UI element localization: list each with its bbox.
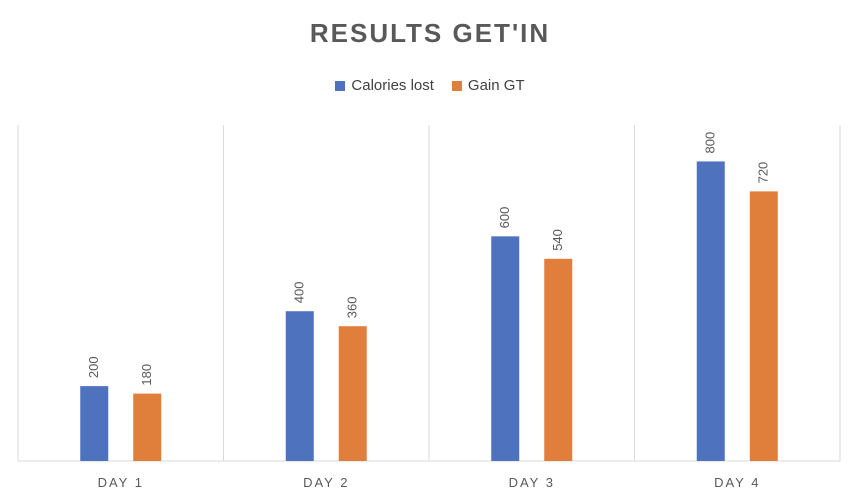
legend-label-calories-lost: Calories lost xyxy=(351,77,434,94)
x-tick-label: DAY 2 xyxy=(303,475,349,490)
bar-gain-gt-day-4 xyxy=(749,191,778,461)
bar-calories-lost-day-4 xyxy=(696,161,725,461)
x-tick-label: DAY 1 xyxy=(98,475,144,490)
bar-gain-gt-day-3 xyxy=(544,258,573,461)
chart-title: RESULTS GET'IN xyxy=(309,18,551,48)
data-label: 800 xyxy=(703,132,718,154)
data-label: 600 xyxy=(497,207,512,229)
bar-calories-lost-day-2 xyxy=(285,311,314,461)
legend-label-gain-gt: Gain GT xyxy=(467,77,525,94)
bar-calories-lost-day-1 xyxy=(80,386,109,461)
legend-swatch-calories-lost xyxy=(335,80,346,91)
legend: Calories lost Gain GT xyxy=(0,77,860,94)
data-label: 180 xyxy=(139,364,154,386)
data-label: 360 xyxy=(345,296,360,318)
data-label: 400 xyxy=(292,282,307,304)
legend-item-gain-gt: Gain GT xyxy=(451,77,525,94)
x-tick-label: DAY 3 xyxy=(509,475,555,490)
x-tick-label: DAY 4 xyxy=(714,475,760,490)
data-label: 200 xyxy=(86,356,101,378)
legend-swatch-gain-gt xyxy=(451,80,462,91)
bar-gain-gt-day-1 xyxy=(133,393,162,461)
legend-item-calories-lost: Calories lost xyxy=(335,77,434,94)
data-label: 540 xyxy=(550,229,565,251)
bar-calories-lost-day-3 xyxy=(491,236,520,461)
bar-gain-gt-day-2 xyxy=(338,326,367,461)
data-label: 720 xyxy=(756,162,771,184)
